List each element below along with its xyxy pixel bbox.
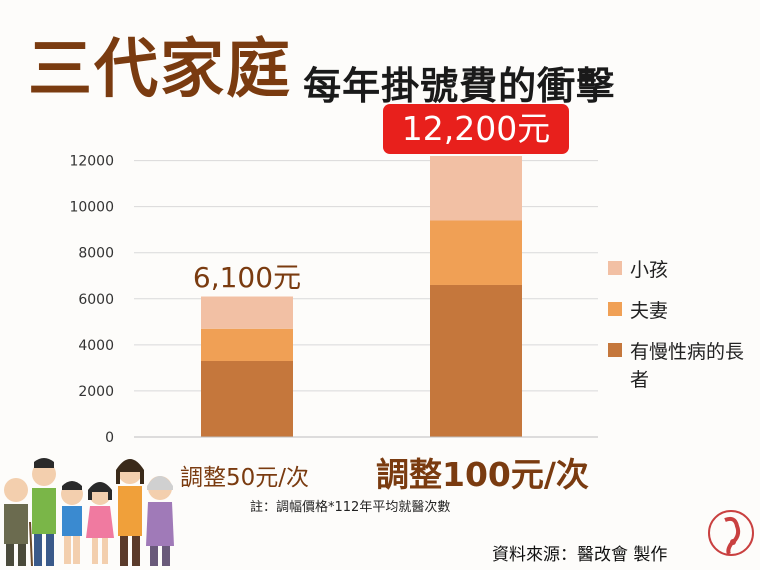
- bar-segment: [201, 360, 293, 437]
- total-badge-2: 12,200元: [383, 104, 569, 154]
- legend-swatch-elders: [608, 343, 622, 357]
- legend-swatch-couple: [608, 302, 622, 316]
- legend: 小孩 夫妻 有慢性病的長者: [608, 256, 758, 407]
- footnote: 註：調幅價格*112年平均就醫次數: [250, 500, 451, 515]
- legend-item-children: 小孩: [608, 256, 758, 284]
- bar-segment: [430, 220, 522, 285]
- bar-segment: [201, 296, 293, 329]
- total-label-1: 6,100元: [192, 261, 302, 294]
- legend-label-couple: 夫妻: [630, 300, 669, 322]
- y-tick-label: 2000: [78, 384, 114, 400]
- father-figure: [32, 458, 56, 566]
- y-tick-label: 8000: [78, 246, 114, 262]
- legend-label-children: 小孩: [630, 259, 669, 281]
- organization-logo: [708, 510, 754, 556]
- y-tick-label: 12000: [69, 154, 114, 170]
- category-label-1: 調整50元/次: [180, 465, 310, 491]
- title-main: 三代家庭: [28, 33, 292, 107]
- legend-label-elders: 有慢性病的長者: [630, 341, 745, 391]
- y-axis-ticks: 0 2000 4000 6000 8000 10000 12000: [69, 154, 114, 446]
- girl-figure: [86, 482, 114, 564]
- grandpa-figure: [4, 478, 33, 567]
- y-tick-label: 6000: [78, 292, 114, 308]
- bar-segment: [430, 284, 522, 437]
- family-illustration: [4, 458, 174, 567]
- boy-figure: [61, 481, 83, 564]
- legend-item-elders: 有慢性病的長者: [608, 338, 758, 394]
- bar-segment: [201, 328, 293, 361]
- legend-swatch-children: [608, 261, 622, 275]
- title-sub: 每年掛號費的衝擊: [303, 64, 616, 108]
- y-tick-label: 10000: [69, 200, 114, 216]
- category-label-2: 調整100元/次: [376, 455, 589, 494]
- y-tick-label: 0: [105, 430, 114, 446]
- y-tick-label: 4000: [78, 338, 114, 354]
- mother-figure: [116, 459, 144, 566]
- chart-title: 三代家庭 每年掛號費的衝擊: [28, 18, 615, 108]
- bar-segment: [430, 156, 522, 221]
- bars: [201, 156, 522, 437]
- source-credit: 資料來源：醫改會 製作: [492, 545, 668, 565]
- legend-item-couple: 夫妻: [608, 297, 758, 325]
- grandma-figure: [146, 476, 174, 566]
